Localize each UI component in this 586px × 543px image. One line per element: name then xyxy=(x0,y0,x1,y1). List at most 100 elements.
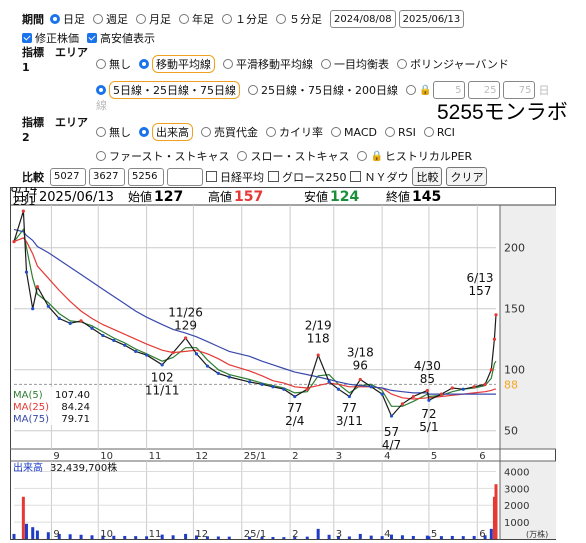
indicator1-radio-1[interactable]: 移動平均線 xyxy=(139,55,215,73)
volume-bar xyxy=(195,535,199,539)
nydow-checkbox[interactable]: ＮＹダウ xyxy=(350,169,408,185)
high-low-checkbox[interactable]: 高安値表示 xyxy=(87,30,155,46)
price-point xyxy=(483,382,487,386)
period-radio-4[interactable]: １分足 xyxy=(222,11,268,27)
volume-bar xyxy=(293,536,297,539)
x-tick-label: 2 xyxy=(292,451,298,462)
ma-radio-1[interactable]: 25日線・75日線・200日線 xyxy=(248,81,398,99)
x-tick-label: 5 xyxy=(431,451,437,462)
period-radio-0[interactable]: 日足 xyxy=(50,11,85,27)
indicator1-radio-0[interactable]: 無し xyxy=(96,56,131,72)
indicator2-radio-4[interactable]: MACD xyxy=(331,126,377,139)
indicator2-radio-6[interactable]: RCI xyxy=(423,126,455,139)
annotation-label: 231 xyxy=(13,194,36,208)
price-point xyxy=(260,382,264,386)
period-radio-2[interactable]: 月足 xyxy=(136,11,171,27)
indicator2-radio-0[interactable]: 無し xyxy=(96,124,131,140)
x-tick-label-volume: 5 xyxy=(431,529,437,540)
volume-bar xyxy=(327,534,331,539)
price-point xyxy=(380,392,384,396)
volume-bar xyxy=(389,534,393,539)
price-point xyxy=(194,352,199,356)
growth250-checkbox[interactable]: グロース250 xyxy=(268,169,346,185)
custom-ma-radio[interactable] xyxy=(406,85,416,95)
historical-per-radio[interactable]: 🔒 ヒストリカルPER xyxy=(357,148,472,164)
indicator1-radio-2[interactable]: 平滑移動平均線 xyxy=(223,56,313,72)
price-point xyxy=(439,392,444,396)
compare-code-1[interactable]: 5027 xyxy=(50,167,86,186)
compare-button[interactable]: 比較 xyxy=(412,167,443,186)
ma-radio-0[interactable]: 5日線・25日線・75日線 xyxy=(96,81,240,99)
volume-bar xyxy=(134,536,138,539)
price-line xyxy=(13,210,497,418)
compare-code-4[interactable] xyxy=(167,167,203,186)
price-point xyxy=(400,402,405,406)
nikkei-checkbox[interactable]: 日経平均 xyxy=(206,169,264,185)
indicator1-radio-3[interactable]: 一目均衡表 xyxy=(321,56,389,72)
indicator1-radio-4[interactable]: ボリンジャーバンド xyxy=(397,56,509,72)
compare-code-2[interactable]: 3627 xyxy=(89,167,125,186)
nikkei-label: 日経平均 xyxy=(220,170,264,184)
compare-code-3[interactable]: 5256 xyxy=(128,167,164,186)
annotation-label: 3/18 xyxy=(347,346,374,360)
price-point xyxy=(282,387,286,391)
date-header-label: 日付 xyxy=(13,190,37,204)
indicator1-label-line1: 指標 エリア xyxy=(22,46,88,59)
price-point xyxy=(489,368,493,372)
volume-bar xyxy=(305,536,309,539)
volume-bar xyxy=(24,523,28,539)
indicator2-option-label: 出来高 xyxy=(152,123,193,141)
ma-row: 5日線・25日線・75日線 25日線・75日線・200日線 🔒 5 25 75 日 xyxy=(96,81,549,99)
radio-icon xyxy=(237,151,248,161)
annotation-label: 4/7 xyxy=(382,438,401,452)
indicator2-radio-1[interactable]: 出来高 xyxy=(139,123,193,141)
period-radio-1[interactable]: 週足 xyxy=(93,11,128,27)
volume-bar xyxy=(68,534,72,539)
period-label: 期間 xyxy=(22,13,44,26)
price-point xyxy=(494,313,498,317)
price-tick-label: 150 xyxy=(504,303,525,316)
adjusted-price-checkbox[interactable]: 修正株価 xyxy=(22,30,79,46)
radio-icon xyxy=(397,59,407,69)
date-to-input[interactable]: 2025/06/13 xyxy=(398,10,465,28)
stock-chart: 日付 2025/06/13 始値 127 高値 157 安値 124 終値 14… xyxy=(10,181,556,540)
ma-legend-name: MA(5) xyxy=(13,390,43,401)
checkbox-icon xyxy=(268,171,279,182)
period-option-label: 日足 xyxy=(63,13,85,26)
ma-wrap-label: 線 xyxy=(96,99,107,112)
volume-bar xyxy=(282,537,286,539)
price-tick-label: 50 xyxy=(504,425,518,438)
radio-icon xyxy=(248,85,258,95)
price-point xyxy=(183,336,188,340)
indicator1-option-label: 移動平均線 xyxy=(152,55,215,73)
price-point xyxy=(90,326,94,330)
custom-ma-input-1[interactable]: 5 xyxy=(433,81,466,99)
period-radio-3[interactable]: 年足 xyxy=(179,11,214,27)
check-icon xyxy=(87,33,97,43)
volume-bar xyxy=(347,536,351,539)
current-price-label: 88 xyxy=(504,378,518,391)
price-point xyxy=(160,363,164,367)
radio-icon xyxy=(266,127,276,137)
indicator2-row2-radio-0[interactable]: ファースト・ストキャス xyxy=(96,148,229,164)
indicator2-row2-option-label: スロー・ストキャス xyxy=(250,150,350,163)
radio-icon xyxy=(222,14,232,24)
growth250-label: グロース250 xyxy=(282,170,347,184)
date-from-input[interactable]: 2024/08/08 xyxy=(330,10,396,28)
indicator2-radio-3[interactable]: カイリ率 xyxy=(266,124,323,140)
volume-tick-label: 4000 xyxy=(504,467,529,478)
volume-bar xyxy=(489,528,493,539)
x-tick-label-volume: 11 xyxy=(149,529,162,540)
period-radio-5[interactable]: ５分足 xyxy=(276,11,322,27)
open-label: 始値 xyxy=(128,189,152,204)
radio-icon xyxy=(96,85,106,95)
clear-button[interactable]: クリア xyxy=(446,167,488,186)
indicator2-radio-2[interactable]: 売買代金 xyxy=(201,124,258,140)
custom-ma-input-2[interactable]: 25 xyxy=(468,81,501,99)
indicator2-row2-radio-1[interactable]: スロー・ストキャス xyxy=(237,148,349,164)
custom-ma-input-3[interactable]: 75 xyxy=(503,81,536,99)
ma-option-label: 25日線・75日線・200日線 xyxy=(261,84,398,97)
price-point xyxy=(305,387,309,391)
indicator2-radio-5[interactable]: RSI xyxy=(384,126,416,139)
indicator2-label-line1: 指標 エリア xyxy=(22,116,88,129)
